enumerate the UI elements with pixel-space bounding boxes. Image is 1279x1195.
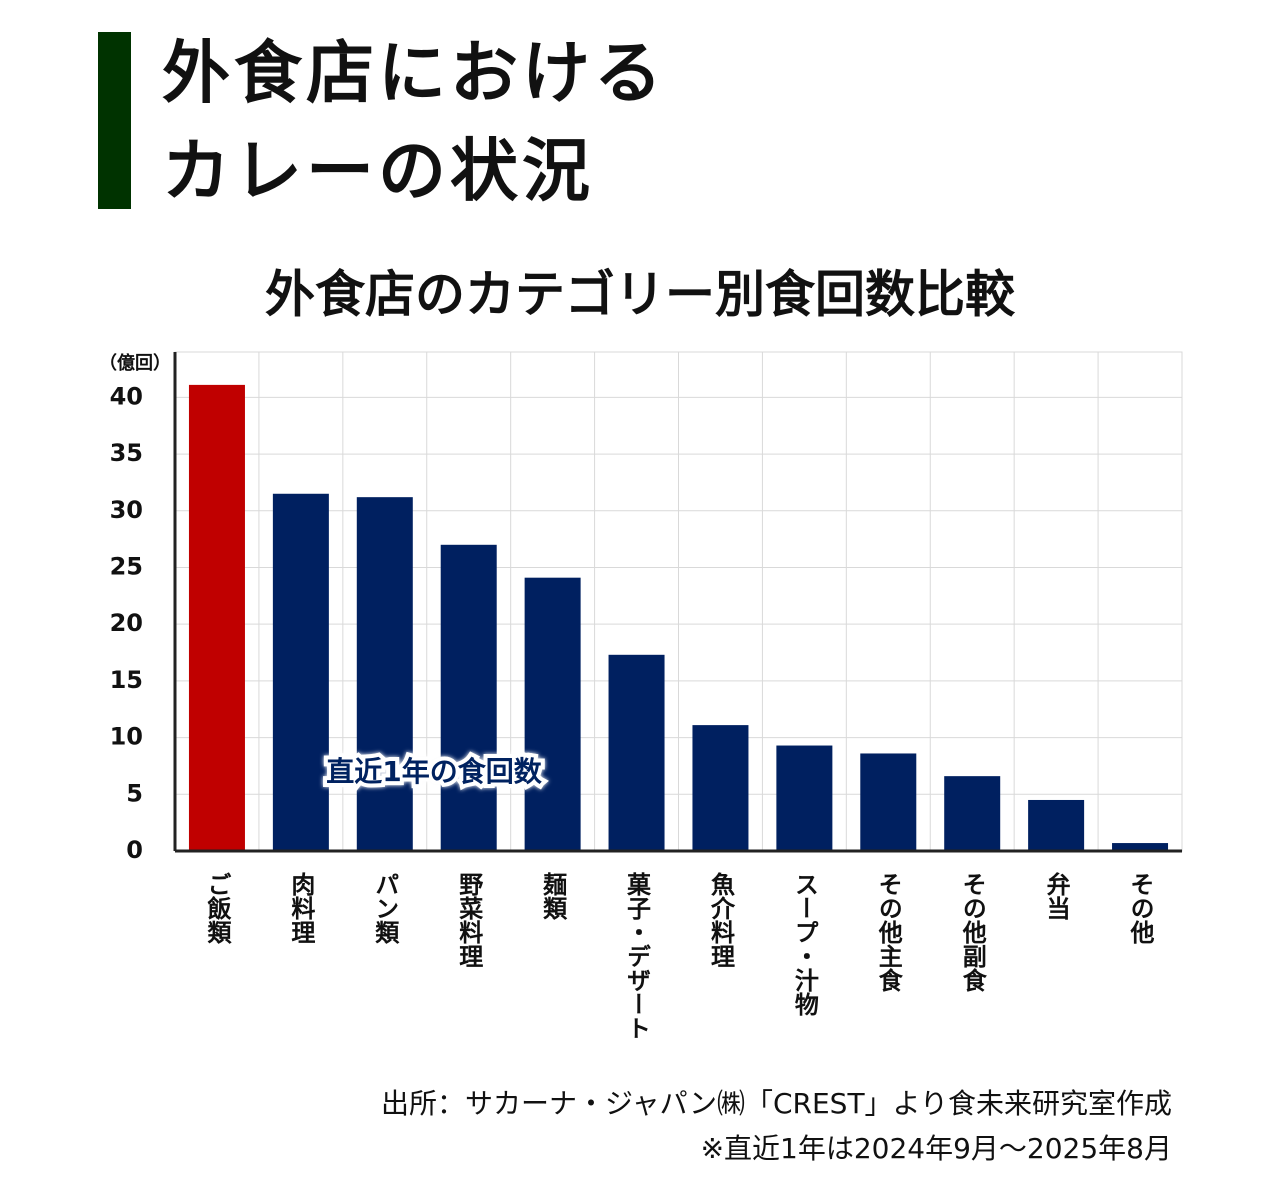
bar bbox=[1112, 843, 1169, 851]
title-line: カレーの状況 bbox=[162, 133, 594, 212]
bar bbox=[692, 725, 749, 851]
x-tick-label: ご飯類 bbox=[203, 872, 232, 945]
x-tick-label: 肉料理 bbox=[287, 872, 315, 944]
source: 出所：サカーナ・ジャパン㈱「CREST」より食未来研究室作成 bbox=[381, 1087, 1172, 1120]
title-accent bbox=[98, 32, 131, 209]
bar bbox=[776, 745, 833, 851]
note: ※直近1年は2024年9月～2025年8月 bbox=[701, 1132, 1172, 1165]
annotation: 直近1年の食回数 bbox=[326, 755, 542, 788]
x-tick-label: 弁当 bbox=[1042, 871, 1070, 920]
plot: 0 5 10 15 20 25 30 35 40 ご飯類 肉料理 パン類 野菜料理 麺類 菓子・デザート 魚介… bbox=[110, 351, 1183, 1040]
bar bbox=[524, 577, 581, 851]
bar bbox=[356, 497, 413, 851]
bar bbox=[272, 493, 329, 851]
x-tick-label: 菓子・デザート bbox=[623, 872, 652, 1040]
x-tick-label: スープ・汁物 bbox=[790, 872, 818, 1016]
y-tick-label: 10 bbox=[110, 723, 143, 751]
x-tick-label: 魚介料理 bbox=[706, 871, 735, 968]
y-unit: （億回） bbox=[99, 352, 171, 374]
title-line: 外食店における bbox=[162, 35, 666, 114]
x-tick-label: パン類 bbox=[371, 872, 399, 945]
bar bbox=[944, 776, 1001, 851]
x-tick-label: 麺類 bbox=[539, 872, 568, 921]
y-tick-label: 30 bbox=[110, 496, 143, 524]
y-tick-label: 20 bbox=[110, 609, 143, 637]
bar bbox=[188, 384, 245, 851]
y-tick-label: 40 bbox=[110, 382, 143, 410]
bar bbox=[1028, 799, 1085, 851]
x-tick-label: その他副食 bbox=[958, 872, 987, 993]
y-tick-label: 15 bbox=[110, 666, 143, 694]
bar bbox=[440, 544, 497, 851]
bar bbox=[860, 753, 917, 851]
x-tick-label: 野菜料理 bbox=[455, 872, 484, 968]
y-tick-label: 0 bbox=[126, 836, 143, 864]
x-tick-label: その他 bbox=[1126, 872, 1155, 944]
y-tick-label: 35 bbox=[110, 439, 143, 467]
chart-title: 外食店のカテゴリー別食回数比較 bbox=[265, 266, 1016, 324]
y-tick-label: 25 bbox=[110, 552, 143, 580]
y-tick-label: 5 bbox=[126, 779, 143, 807]
bar bbox=[608, 654, 665, 851]
x-tick-label: その他主食 bbox=[874, 872, 903, 993]
